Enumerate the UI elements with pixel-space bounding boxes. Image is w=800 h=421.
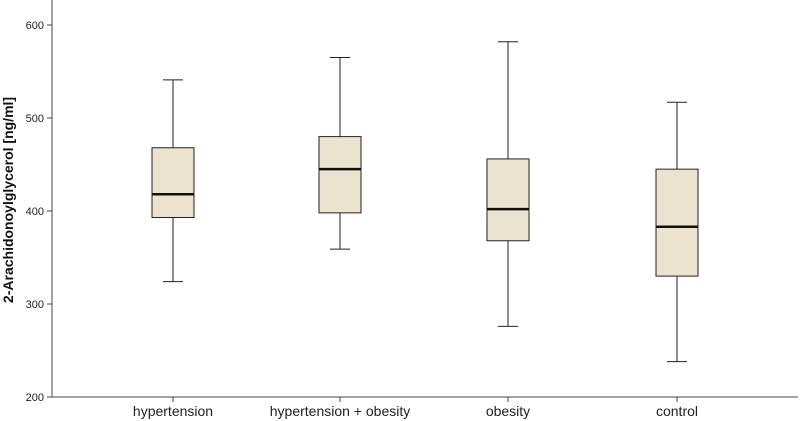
y-tick-label: 300 [26, 299, 44, 311]
box-plot-item [151, 79, 195, 283]
y-axis-title: 2-Arachidonoylglycerol [ng/ml] [0, 97, 16, 303]
iqr-box [151, 147, 195, 219]
iqr-box [318, 136, 362, 214]
axes: 200 300 400 500 600 hypertension hypertension … [26, 0, 798, 419]
y-tick-label: 200 [26, 392, 44, 404]
y-tick-label: 500 [26, 113, 44, 125]
x-category-label: obesity [486, 403, 530, 419]
x-category-label: hypertension + obesity [270, 403, 410, 419]
iqr-box [486, 158, 530, 242]
iqr-box [655, 168, 699, 277]
box-plot-item [318, 57, 362, 250]
y-tick-label: 600 [26, 20, 44, 32]
box-plot-item [655, 101, 699, 363]
y-tick-label: 400 [26, 206, 44, 218]
x-category-label: control [656, 403, 698, 419]
boxes [151, 41, 699, 363]
x-category-label: hypertension [133, 403, 213, 419]
box-plot-item [486, 41, 530, 327]
